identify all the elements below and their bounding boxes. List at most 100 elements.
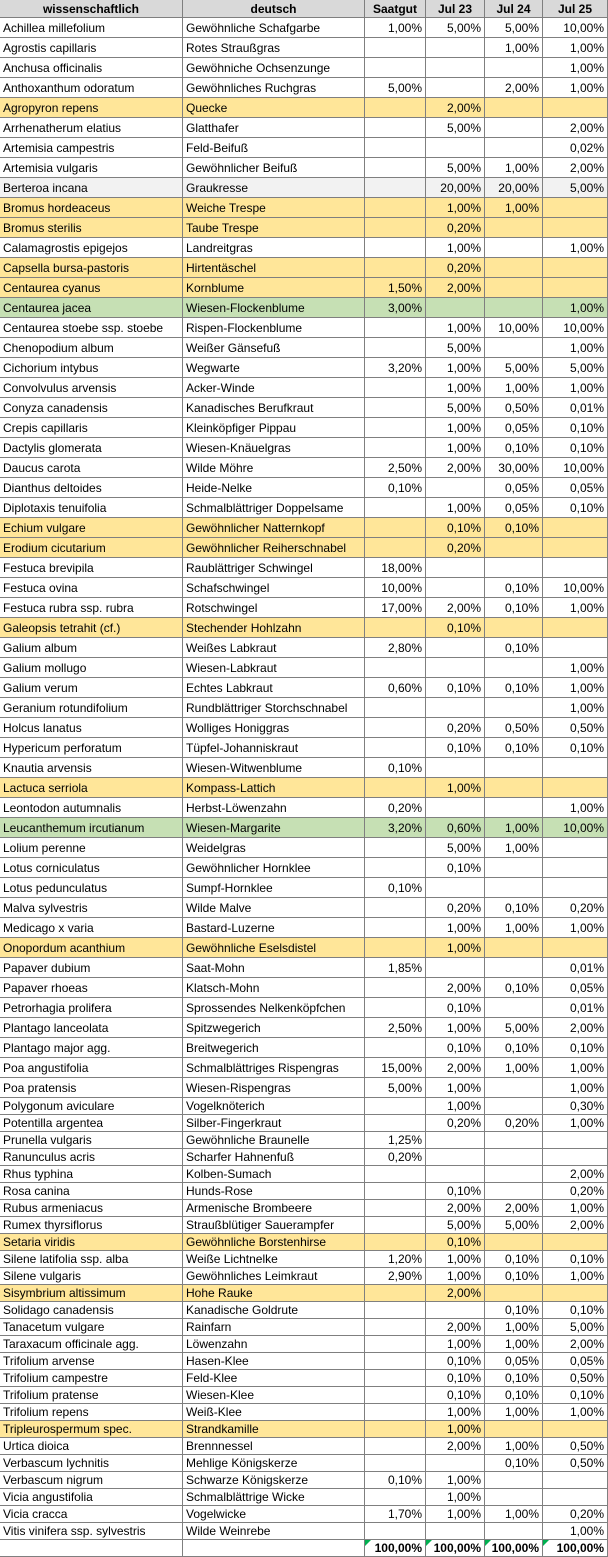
text-cell: Gewöhnlicher Beifuß [183, 158, 365, 178]
text-cell: Rhus typhina [0, 1166, 183, 1183]
percent-cell: 1,00% [426, 1268, 485, 1285]
percent-cell [543, 1285, 608, 1302]
percent-cell [485, 58, 543, 78]
percent-cell: 1,00% [485, 1438, 543, 1455]
text-cell: Wiesen-Witwenblume [183, 758, 365, 778]
percent-cell: 1,00% [426, 918, 485, 938]
percent-cell [485, 338, 543, 358]
percent-cell: 2,00% [426, 98, 485, 118]
percent-cell: 0,10% [485, 898, 543, 918]
percent-cell: 0,50% [485, 718, 543, 738]
percent-cell [365, 1404, 426, 1421]
percent-cell: 1,00% [543, 1115, 608, 1132]
text-cell: Raublättriger Schwingel [183, 558, 365, 578]
percent-cell [485, 1166, 543, 1183]
text-cell: Onopordum acanthium [0, 938, 183, 958]
text-cell: Poa pratensis [0, 1078, 183, 1098]
percent-cell: 15,00% [365, 1058, 426, 1078]
percent-cell [485, 258, 543, 278]
percent-cell: 0,50% [543, 1370, 608, 1387]
percent-cell: 2,50% [365, 458, 426, 478]
percent-cell [543, 618, 608, 638]
text-cell: Rundblättriger Storchschnabel [183, 698, 365, 718]
text-cell: Wiesen-Knäuelgras [183, 438, 365, 458]
percent-cell [365, 1370, 426, 1387]
percent-cell: 0,60% [365, 678, 426, 698]
percent-cell [365, 978, 426, 998]
percent-cell: 1,00% [543, 1078, 608, 1098]
percent-cell: 5,00% [485, 18, 543, 38]
text-cell: Echium vulgare [0, 518, 183, 538]
percent-cell [426, 698, 485, 718]
percent-cell: 20,00% [426, 178, 485, 198]
percent-cell: 1,00% [426, 318, 485, 338]
text-cell: Leontodon autumnalis [0, 798, 183, 818]
text-cell: Agrostis capillaris [0, 38, 183, 58]
percent-cell: 1,00% [426, 378, 485, 398]
text-cell: Rubus armeniacus [0, 1200, 183, 1217]
percent-cell: 5,00% [543, 1319, 608, 1336]
percent-cell: 1,00% [543, 238, 608, 258]
percent-cell: 0,01% [543, 958, 608, 978]
text-cell: Mehlige Königskerze [183, 1455, 365, 1472]
percent-cell: 0,10% [485, 1038, 543, 1058]
text-cell: Lotus pedunculatus [0, 878, 183, 898]
formula-marker [365, 1540, 371, 1546]
percent-cell: 1,85% [365, 958, 426, 978]
percent-cell: 0,10% [543, 1038, 608, 1058]
text-cell: Dianthus deltoides [0, 478, 183, 498]
percent-cell [543, 1149, 608, 1166]
percent-cell [485, 298, 543, 318]
text-cell: Trifolium repens [0, 1404, 183, 1421]
percent-cell: 5,00% [543, 178, 608, 198]
percent-cell: 0,10% [485, 598, 543, 618]
percent-cell [543, 258, 608, 278]
text-cell: Calamagrostis epigejos [0, 238, 183, 258]
text-cell: Lactuca serriola [0, 778, 183, 798]
percent-cell: 0,10% [543, 738, 608, 758]
text-cell: Centaurea cyanus [0, 278, 183, 298]
text-cell: Bastard-Luzerne [183, 918, 365, 938]
percent-cell: 1,00% [543, 698, 608, 718]
percent-cell: 1,00% [426, 938, 485, 958]
formula-marker [426, 1540, 432, 1546]
percent-cell: 1,00% [426, 498, 485, 518]
percent-cell [485, 1183, 543, 1200]
percent-cell [426, 138, 485, 158]
percent-cell [365, 498, 426, 518]
percent-cell: 1,00% [485, 818, 543, 838]
percent-cell: 1,00% [426, 438, 485, 458]
text-cell: Kompass-Lattich [183, 778, 365, 798]
text-cell: Wegwarte [183, 358, 365, 378]
percent-cell [485, 558, 543, 578]
percent-cell: 20,00% [485, 178, 543, 198]
percent-cell: 1,00% [426, 1489, 485, 1506]
text-cell: Holcus lanatus [0, 718, 183, 738]
text-cell: Centaurea stoebe ssp. stoebe [0, 318, 183, 338]
percent-cell: 0,01% [543, 398, 608, 418]
percent-cell: 5,00% [485, 1217, 543, 1234]
percent-cell: 1,00% [543, 78, 608, 98]
percent-cell [543, 838, 608, 858]
percent-cell: 0,60% [426, 818, 485, 838]
percent-cell [426, 1149, 485, 1166]
percent-cell: 1,20% [365, 1251, 426, 1268]
percent-cell [365, 218, 426, 238]
text-cell: Potentilla argentea [0, 1115, 183, 1132]
text-cell: Schmalblättriges Rispengras [183, 1058, 365, 1078]
percent-cell: 5,00% [426, 398, 485, 418]
percent-cell [485, 618, 543, 638]
percent-cell [365, 1217, 426, 1234]
total-cell [183, 1540, 365, 1557]
percent-cell: 0,10% [426, 858, 485, 878]
percent-cell: 1,00% [485, 1506, 543, 1523]
percent-cell [485, 1489, 543, 1506]
percent-cell [365, 1302, 426, 1319]
text-cell: Papaver rhoeas [0, 978, 183, 998]
percent-cell: 2,00% [426, 978, 485, 998]
percent-cell [365, 718, 426, 738]
text-cell: Graukresse [183, 178, 365, 198]
percent-cell: 1,00% [543, 378, 608, 398]
percent-cell [485, 1098, 543, 1115]
percent-cell: 0,20% [485, 1115, 543, 1132]
